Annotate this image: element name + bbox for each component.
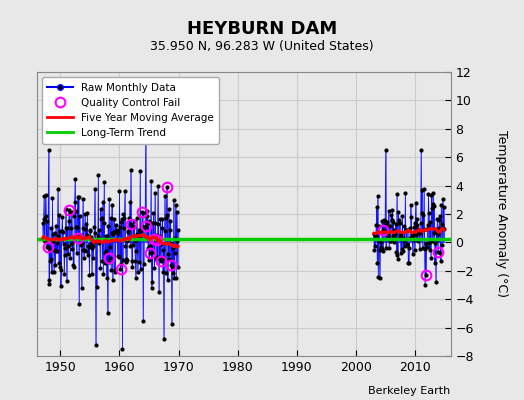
- Text: HEYBURN DAM: HEYBURN DAM: [187, 20, 337, 38]
- Text: Berkeley Earth: Berkeley Earth: [368, 386, 451, 396]
- Y-axis label: Temperature Anomaly (°C): Temperature Anomaly (°C): [495, 130, 508, 298]
- Legend: Raw Monthly Data, Quality Control Fail, Five Year Moving Average, Long-Term Tren: Raw Monthly Data, Quality Control Fail, …: [42, 77, 220, 144]
- Text: 35.950 N, 96.283 W (United States): 35.950 N, 96.283 W (United States): [150, 40, 374, 53]
